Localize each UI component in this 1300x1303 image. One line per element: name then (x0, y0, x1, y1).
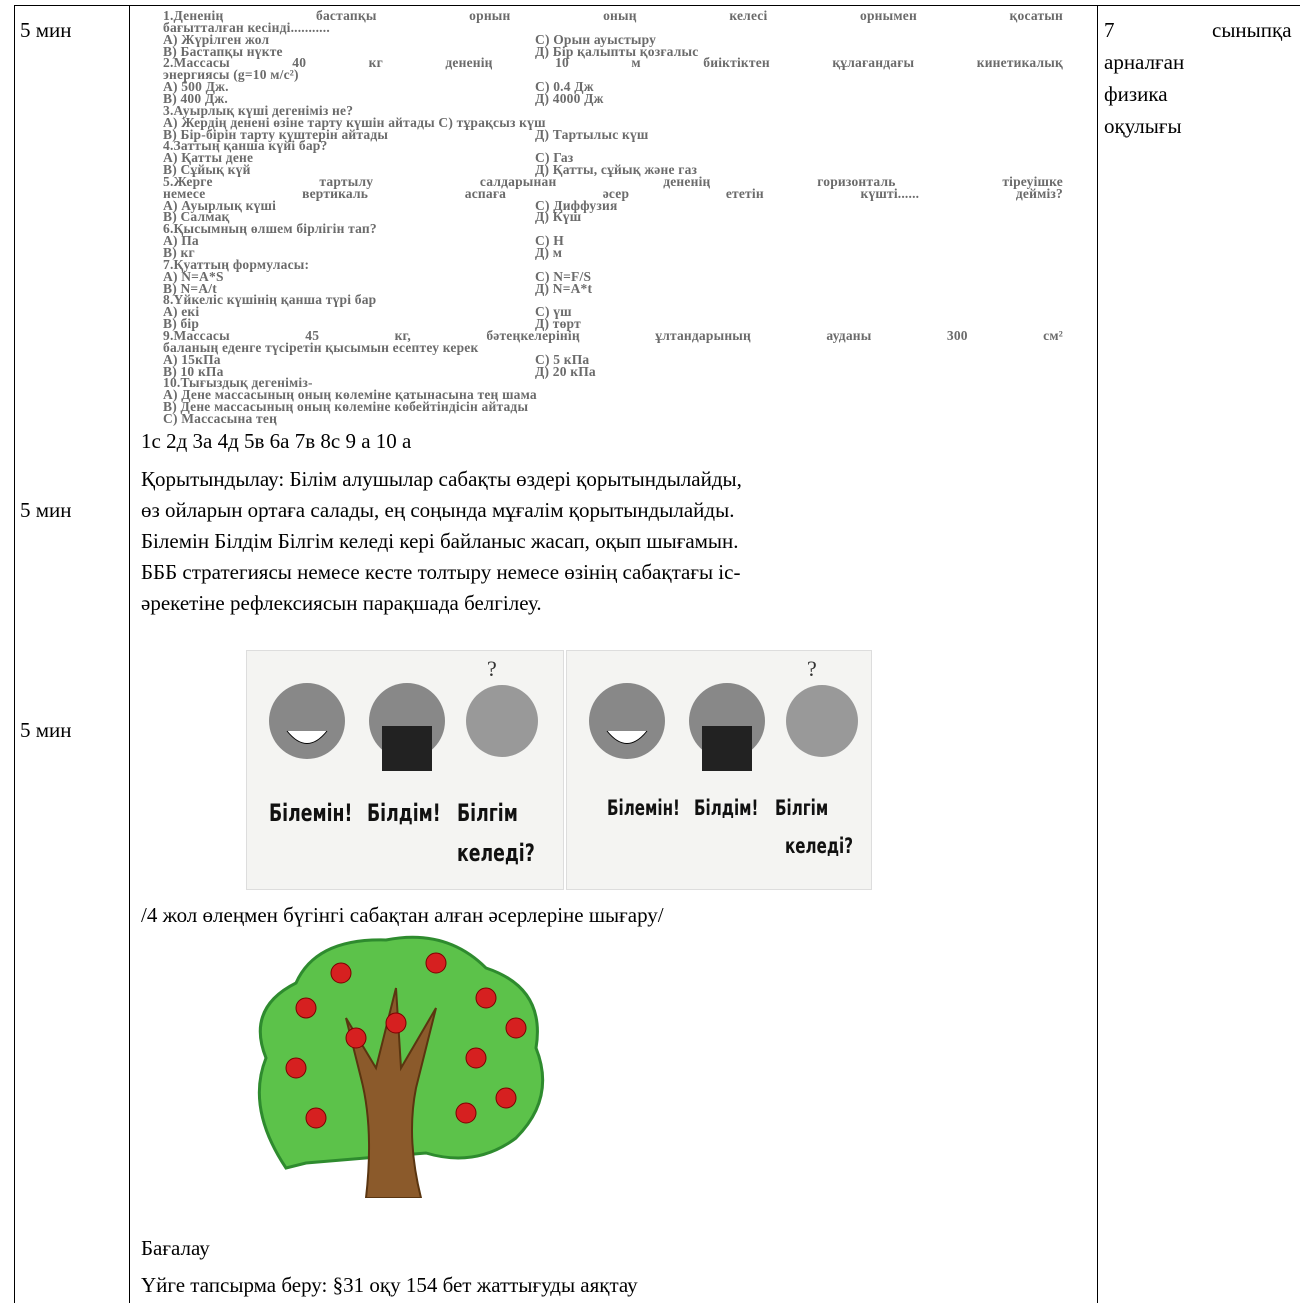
quiz-line: С) Газ (535, 150, 574, 166)
card-image: ? Білемін! Білдім! Білгім келеді? (246, 650, 564, 890)
quiz-line: 9.Массасы 45 кг, бәтеңкелерінің ұлтандар… (163, 327, 1063, 343)
time: 5 мин (20, 498, 72, 522)
quiz-line: 2.Массасы 40 кг дененің 10 м биіктіктен … (163, 55, 1063, 71)
quiz-line: А) 15кПа (163, 351, 221, 367)
quiz-line: А) Па (163, 233, 199, 249)
resource-line: арналған (1104, 50, 1185, 74)
quiz-line: С) Орын ауыстыру (535, 31, 657, 47)
time: 5 мин (20, 718, 72, 742)
quiz-line: В) Салмақ (163, 209, 230, 225)
quiz-line: Д) Күш (535, 209, 582, 225)
card-label: келеді? (785, 834, 854, 858)
quiz-line: В) N=A/t (163, 280, 217, 296)
quiz-line: 7.Қуаттың формуласы: (163, 256, 310, 272)
card-image: ? Білемін! Білдім! Білгім келеді? (566, 650, 872, 890)
quiz-line: 5.Жерге тартылу салдарынан дененің гориз… (163, 173, 1063, 189)
quiz-line: А) N=A*S (163, 268, 224, 284)
card-label: Білдім! (367, 799, 441, 827)
card-faces: ? (269, 656, 538, 771)
quiz-line: 1.Дененің бастапқы орнын оның келесі орн… (163, 8, 1063, 23)
quiz-line: В) кг (163, 245, 195, 260)
quiz-line: В) 10 кПа (163, 363, 224, 379)
summary-line: өз ойларын ортаға салады, ең соңында мұғ… (141, 498, 735, 522)
quiz-line: Д) м (535, 245, 563, 260)
quiz-line: Д) төрт (535, 316, 581, 332)
quiz-line: Д) Қатты, сұйық және газ (535, 162, 698, 178)
quiz-line: С) Диффузия (535, 197, 618, 213)
quiz-line: А) 500 Дж. (163, 79, 229, 95)
quiz-line: Д) 20 кПа (535, 363, 596, 379)
card-label: Білемін! (607, 796, 680, 820)
card-label: келеді? (457, 839, 535, 867)
quiz-line: бағытталған кесінді........... (163, 19, 330, 35)
quiz-line: С) Массасына тең (163, 410, 278, 426)
resource-line: 7 (1104, 18, 1115, 42)
summary-line: БББ стратегиясы немесе кесте толтыру нем… (141, 560, 741, 584)
quiz-line: Д) N=A*t (535, 280, 593, 296)
quiz-line: А) екі (163, 304, 200, 320)
card-label: Білгім (775, 796, 829, 820)
quiz-line: А) Дене массасының оның көлеміне қатынас… (163, 387, 537, 403)
summary-line: Қорытындылау: Білім алушылар сабақты өзд… (141, 467, 742, 491)
quiz-line: В) бір (163, 316, 200, 332)
quiz-line: 6.Қысымның өлшем бірлігін тап? (163, 221, 377, 237)
resource-line: физика (1104, 82, 1168, 106)
homework: Үйге тапсырма беру: §31 оқу 154 бет жатт… (141, 1273, 638, 1297)
svg-text:?: ? (487, 656, 497, 681)
card-label: Білгім (457, 799, 518, 827)
quiz-line: В) Бастапқы нүкте (163, 43, 283, 59)
tree-image (257, 935, 545, 1198)
quiz-line: С) үш (535, 304, 572, 320)
quiz-line: С) 5 кПа (535, 351, 590, 367)
quiz-line: С) 0.4 Дж (535, 79, 594, 95)
card-label: Білдім! (694, 796, 759, 820)
resource-line: сыныпқа (1212, 18, 1292, 42)
card-label: Білемін! (269, 799, 353, 827)
quiz-line: В) Дене массасының оның көлеміне көбейті… (163, 399, 529, 415)
col-border (1097, 5, 1098, 1303)
quiz-line: А) Жердің денені өзіне тарту күшін айтад… (163, 114, 546, 130)
resource-line: оқулығы (1104, 114, 1182, 138)
assessment: Бағалау (141, 1236, 210, 1260)
svg-text:?: ? (807, 656, 817, 681)
col-border (14, 5, 15, 1303)
quiz-line: А) Ауырлық күші (163, 197, 277, 213)
summary-line: әрекетіне рефлексиясын парақшада белгіле… (141, 591, 542, 615)
quiz-line: В) Бір-бірін тарту күштерін айтады (163, 126, 389, 142)
card-faces: ? (589, 656, 858, 771)
quiz-line: А) Жүрілген жол (163, 31, 270, 47)
summary-line: Білемін Білдім Білгім келеді кері байлан… (141, 529, 739, 553)
quiz-line: 3.Ауырлық күші дегеніміз не? (163, 102, 354, 118)
quiz-line: Д) Тартылыс күш (535, 126, 649, 142)
quiz-line: 10.Тығыздық дегеніміз- (163, 375, 313, 391)
quiz-line: А) Қатты дене (163, 150, 254, 166)
quiz-line: С) N=F/S (535, 268, 592, 284)
quiz-line: В) Сұйық күй (163, 162, 251, 178)
quiz-line: 4.Заттың қанша күйі бар? (163, 138, 328, 154)
quiz-line: немесе вертикаль аспаға әсер ететін күшт… (163, 185, 1063, 201)
quiz-line: Д) Бір қалыпты қозғалыс (535, 43, 699, 59)
quiz-line: 8.Үйкеліс күшінің қанша түрі бар (163, 292, 377, 308)
quiz-line: баланың еденге түсіретін қысымын есептеу… (163, 339, 479, 355)
quiz-line: С) Н (535, 233, 564, 249)
quiz-line: энергиясы (g=10 м/с²) (163, 67, 299, 83)
quiz-line: В) 400 Дж. (163, 90, 228, 106)
time: 5 мин (20, 18, 72, 42)
poem-task: /4 жол өлеңмен бүгінгі сабақтан алған әс… (141, 903, 664, 927)
top-border (14, 5, 1300, 6)
col-border (129, 5, 130, 1303)
quiz-line: Д) 4000 Дж (535, 90, 604, 106)
answers: 1с 2д 3а 4д 5в 6а 7в 8с 9 а 10 а (141, 429, 412, 453)
